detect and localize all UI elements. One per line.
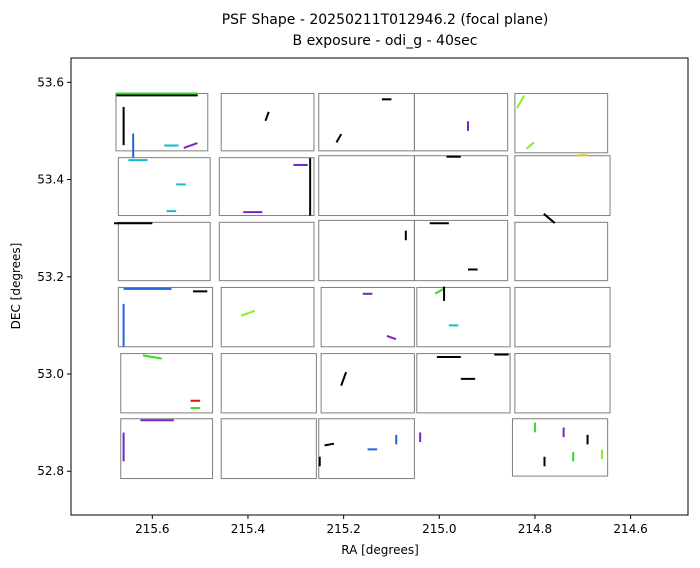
y-tick-label-3: 53.4 bbox=[37, 173, 64, 187]
x-tick-label-1: 215.4 bbox=[231, 522, 265, 536]
psf-segment-6 bbox=[264, 111, 270, 122]
psf-segment-5 bbox=[183, 142, 198, 149]
psf-segment-34 bbox=[142, 354, 162, 360]
chip-outline-17 bbox=[320, 286, 415, 348]
psf-segment-45 bbox=[324, 442, 335, 447]
chip-outline-2 bbox=[318, 92, 415, 152]
chart-subtitle: B exposure - odi_g - 40sec bbox=[293, 33, 478, 49]
x-tick-label-0: 215.6 bbox=[135, 522, 169, 536]
psf-segment-35 bbox=[340, 371, 348, 386]
chip-outline-10 bbox=[117, 221, 211, 282]
chip-outline-13 bbox=[413, 219, 509, 282]
chip-outline-15 bbox=[117, 286, 214, 348]
chip-outline-26 bbox=[220, 418, 317, 480]
chip-outline-1 bbox=[220, 92, 315, 152]
y-axis-label: DEC [degrees] bbox=[9, 243, 23, 330]
chart-title: PSF Shape - 20250211T012946.2 (focal pla… bbox=[222, 12, 549, 28]
y-axis-ticks: 52.8 53.0 53.2 53.4 53.6 bbox=[37, 75, 71, 478]
chip-outline-21 bbox=[220, 353, 317, 414]
chip-outline-7 bbox=[318, 155, 415, 217]
psf-whisker-marks bbox=[114, 92, 603, 467]
y-tick-label-4: 53.6 bbox=[37, 75, 64, 89]
chip-outline-0 bbox=[115, 92, 209, 152]
chip-outline-23 bbox=[416, 353, 511, 414]
chip-outline-28 bbox=[511, 418, 609, 477]
chip-outline-8 bbox=[413, 155, 509, 217]
chip-outline-14 bbox=[514, 221, 609, 282]
chip-outline-6 bbox=[218, 157, 315, 217]
plot-frame bbox=[70, 57, 689, 516]
chip-outline-4 bbox=[514, 92, 609, 154]
chip-outline-9 bbox=[514, 155, 611, 217]
x-tick-label-3: 215.0 bbox=[422, 522, 456, 536]
chip-outline-24 bbox=[514, 353, 611, 414]
chip-outline-27 bbox=[318, 418, 415, 480]
chip-outline-5 bbox=[117, 157, 211, 217]
x-tick-label-2: 215.2 bbox=[326, 522, 360, 536]
x-tick-label-4: 214.8 bbox=[518, 522, 552, 536]
psf-segment-11 bbox=[525, 141, 535, 150]
chip-outline-20 bbox=[120, 353, 214, 414]
psf-segment-10 bbox=[516, 95, 526, 109]
chip-outline-3 bbox=[413, 92, 509, 152]
chip-outline-18 bbox=[416, 286, 511, 348]
psf-segment-30 bbox=[386, 334, 397, 341]
chip-outline-12 bbox=[318, 219, 415, 282]
chip-outline-16 bbox=[220, 286, 315, 348]
chip-outline-25 bbox=[120, 418, 214, 480]
psf-segment-22 bbox=[543, 213, 556, 224]
x-tick-label-5: 214.6 bbox=[613, 522, 647, 536]
chip-outline-11 bbox=[218, 221, 315, 282]
psf-segment-31 bbox=[434, 288, 444, 295]
chip-outline-22 bbox=[320, 353, 415, 414]
chip-outline-19 bbox=[514, 286, 611, 348]
chip-outlines bbox=[115, 92, 611, 480]
psf-segment-28 bbox=[240, 309, 256, 317]
x-axis-label: RA [degrees] bbox=[341, 543, 419, 557]
psf-segment-8 bbox=[335, 133, 343, 143]
x-axis-ticks: 215.6 215.4 215.2 215.0 214.8 214.6 bbox=[135, 515, 648, 536]
y-tick-label-0: 52.8 bbox=[37, 464, 64, 478]
y-tick-label-2: 53.2 bbox=[37, 270, 64, 284]
y-tick-label-1: 53.0 bbox=[37, 367, 64, 381]
